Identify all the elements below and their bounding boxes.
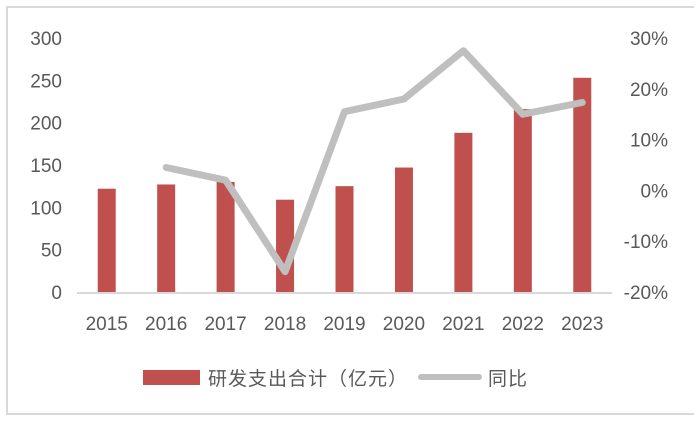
legend-bar-swatch	[143, 369, 200, 385]
bar	[335, 186, 354, 292]
right-axis-ticks: -20% -10% 0% 10% 20% 30%	[624, 29, 668, 304]
chart-frame	[6, 6, 694, 415]
left-tick-label: 300	[30, 29, 62, 50]
left-tick-label: 150	[30, 156, 62, 177]
right-tick-label: -20%	[624, 283, 668, 304]
left-tick-label: 250	[30, 71, 62, 92]
bar	[573, 77, 592, 292]
x-tick-label: 2021	[442, 314, 484, 335]
bar	[157, 184, 176, 292]
left-tick-label: 200	[30, 114, 62, 135]
x-tick-label: 2018	[264, 314, 306, 335]
bar	[513, 109, 532, 293]
legend-line-label: 同比	[488, 367, 529, 390]
bar	[216, 181, 235, 292]
left-tick-label: 100	[30, 198, 62, 219]
right-tick-label: 30%	[630, 29, 668, 50]
right-tick-label: 0%	[641, 181, 669, 202]
legend-bar-label: 研发支出合计（亿元）	[208, 367, 409, 390]
left-axis-ticks: 0 50 100 150 200 250 300	[30, 29, 62, 304]
bar-series	[97, 77, 592, 293]
bar	[394, 167, 413, 292]
left-tick-label: 50	[41, 241, 62, 262]
x-tick-label: 2015	[86, 314, 128, 335]
x-tick-label: 2022	[502, 314, 544, 335]
x-tick-label: 2023	[561, 314, 603, 335]
left-tick-label: 0	[51, 283, 62, 304]
x-axis-ticks: 2015 2016 2017 2018 2019 2020 2021 2022 2023	[86, 314, 604, 335]
right-tick-label: 10%	[630, 131, 668, 152]
line-series	[162, 47, 586, 276]
right-tick-label: -10%	[624, 232, 668, 253]
x-tick-label: 2019	[323, 314, 365, 335]
x-tick-label: 2016	[145, 314, 187, 335]
bar	[97, 188, 116, 292]
bar	[454, 132, 473, 292]
legend: 研发支出合计（亿元） 同比	[143, 362, 528, 392]
right-tick-label: 20%	[630, 80, 668, 101]
x-tick-label: 2020	[383, 314, 425, 335]
x-tick-label: 2017	[204, 314, 246, 335]
legend-line-swatch	[418, 374, 483, 380]
